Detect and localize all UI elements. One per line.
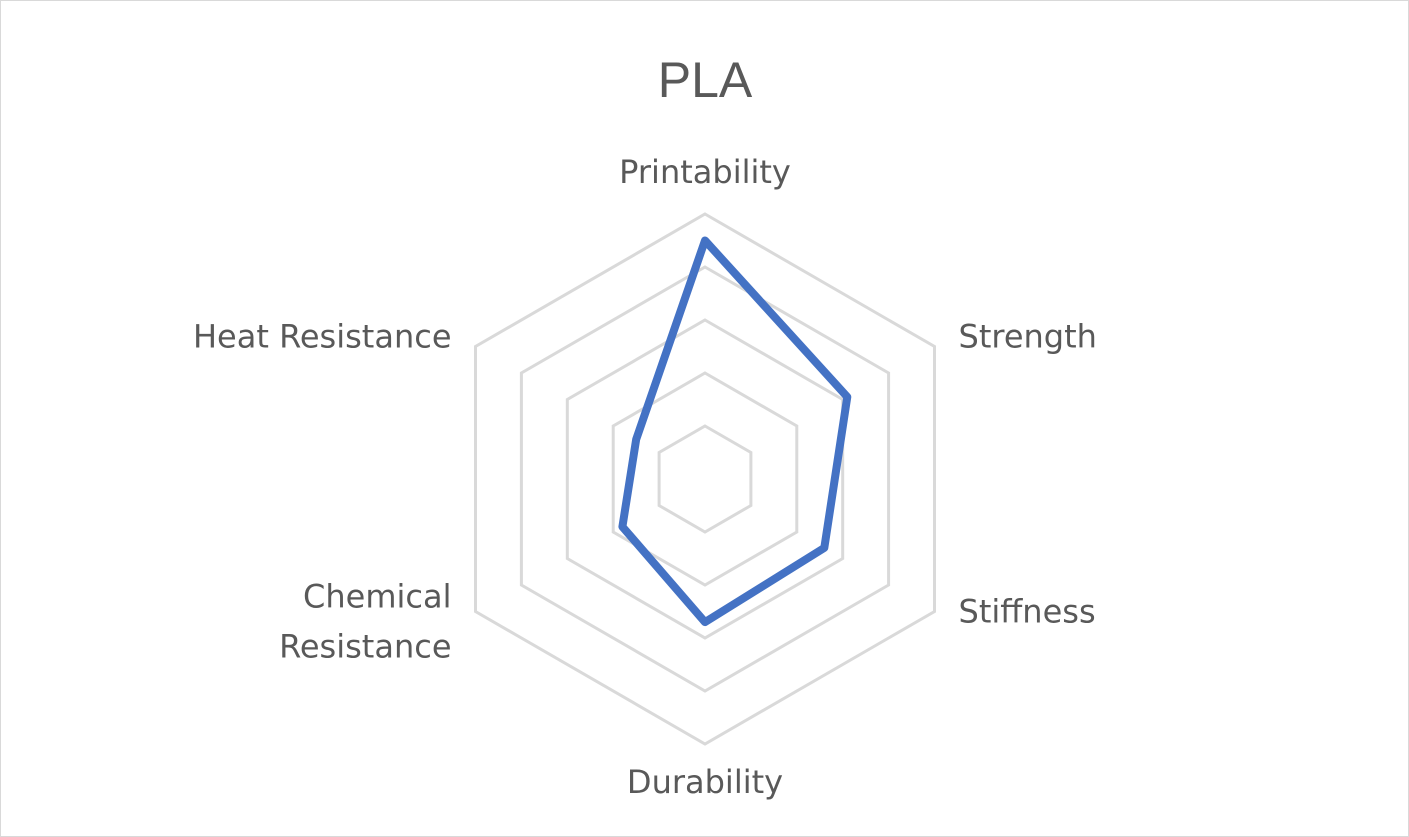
axis-label-printability: Printability	[619, 153, 791, 191]
grid-ring-1	[657, 424, 753, 534]
grid-ring-4	[519, 265, 891, 693]
axis-label-stiffness: Stiffness	[959, 593, 1096, 631]
axis-label-heat-resistance: Heat Resistance	[193, 318, 452, 356]
grid-ring-3	[565, 318, 845, 640]
grid-ring-5	[474, 212, 936, 746]
axis-label-chemical-resistance: Chemical Resistance	[279, 578, 451, 666]
series-line-0	[618, 236, 852, 627]
chart-title: PLA	[658, 52, 753, 108]
grid-ring-2	[611, 371, 799, 587]
axis-label-durability: Durability	[627, 763, 783, 801]
series-layer	[618, 236, 852, 627]
axis-label-strength: Strength	[959, 318, 1097, 356]
grid-rings	[474, 212, 936, 746]
axis-labels: Printability Strength Stiffness Durability C…	[193, 153, 1097, 801]
